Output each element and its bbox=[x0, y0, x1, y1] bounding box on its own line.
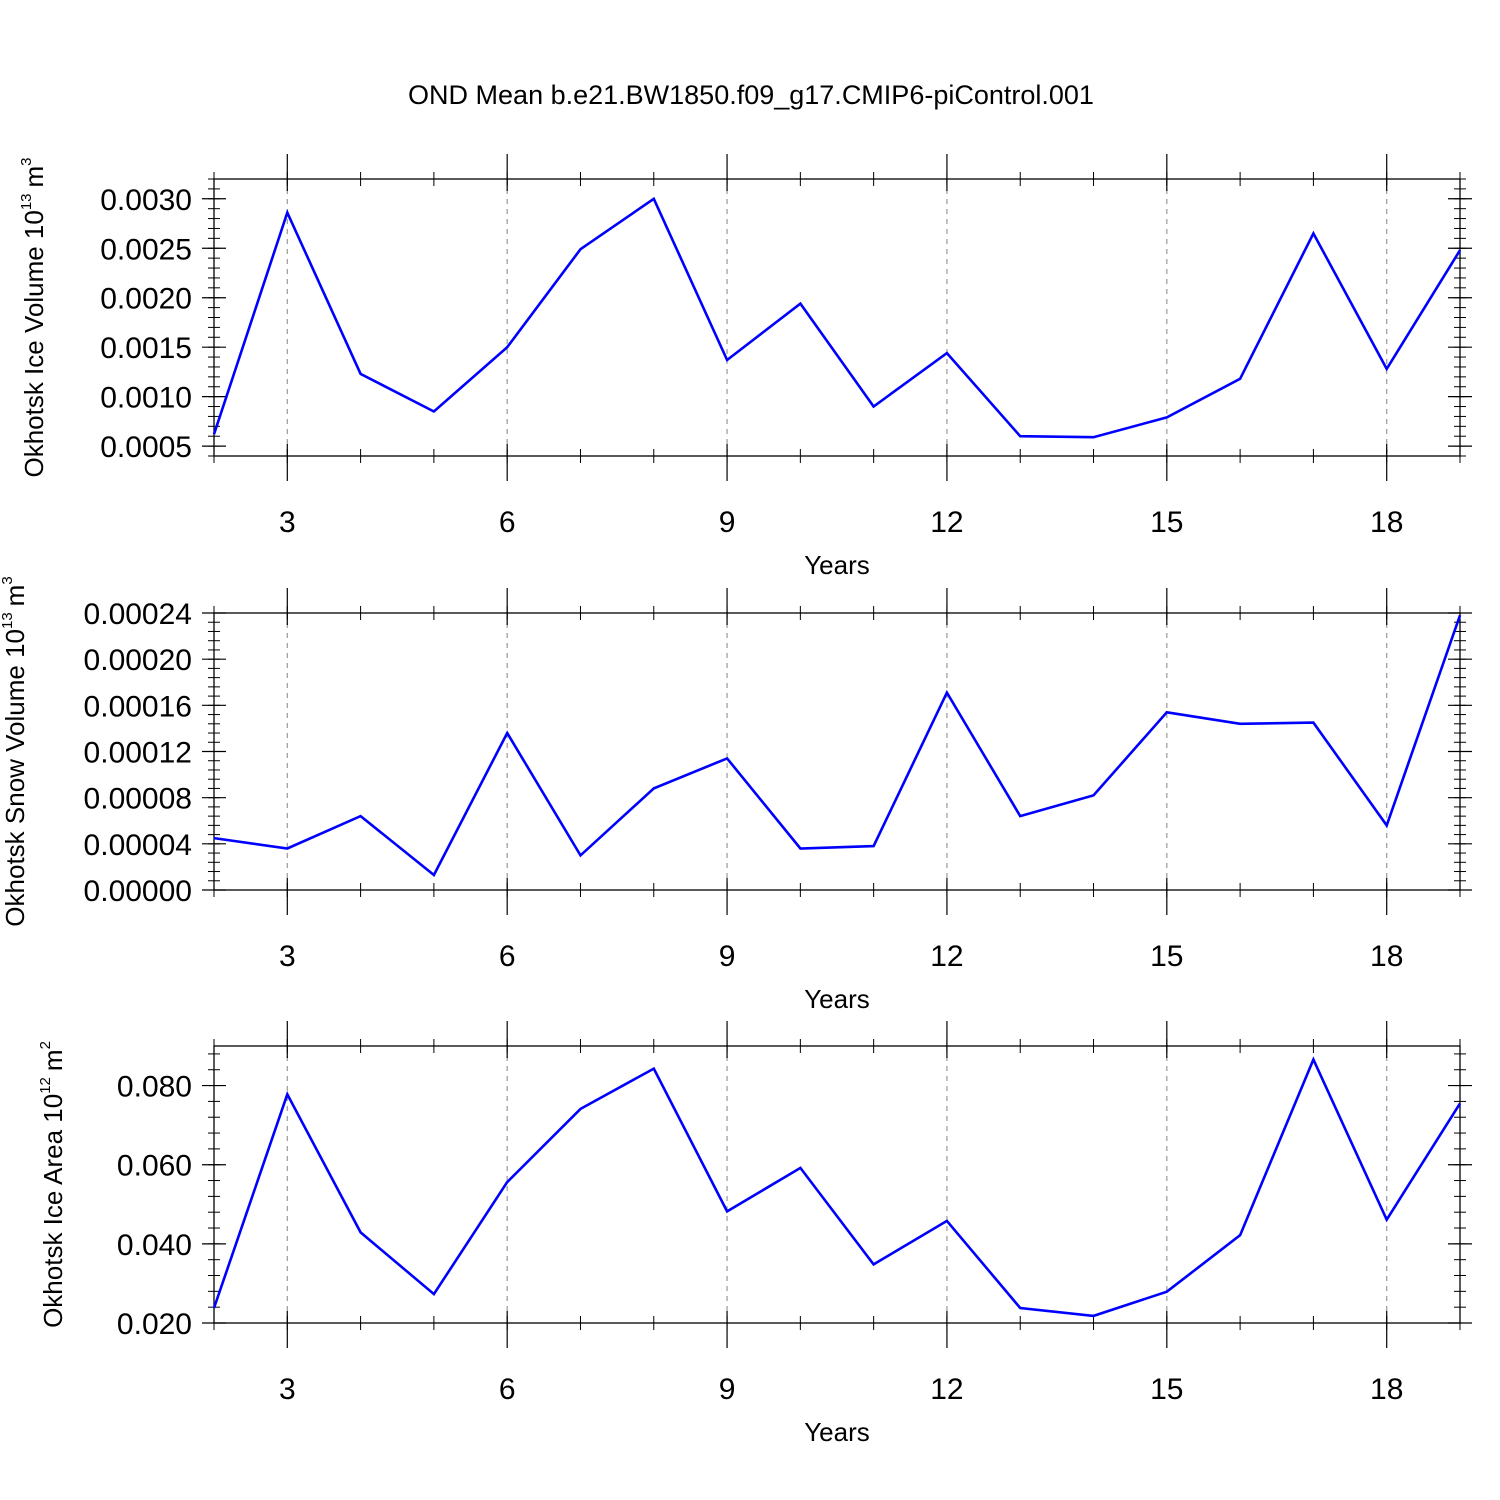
x-tick-label: 3 bbox=[279, 940, 296, 973]
x-axis-label: Years bbox=[804, 550, 870, 580]
x-tick-label: 9 bbox=[719, 940, 736, 973]
y-axis-label-exponent: 13 bbox=[0, 612, 16, 629]
y-tick-label: 0.00020 bbox=[84, 644, 192, 677]
x-tick-label: 12 bbox=[930, 1373, 963, 1406]
y-tick-label: 0.0005 bbox=[100, 431, 192, 464]
y-axis-label-exponent: 13 bbox=[18, 193, 35, 210]
y-tick-label: 0.00004 bbox=[84, 829, 192, 862]
y-axis-label-unit: m bbox=[19, 166, 49, 188]
y-axis-label-text: Okhotsk Ice Volume 10 bbox=[19, 210, 49, 477]
y-axis-label-exponent: 12 bbox=[37, 1077, 54, 1094]
y-tick-label: 0.080 bbox=[117, 1071, 192, 1104]
x-tick-label: 3 bbox=[279, 1373, 296, 1406]
y-axis-label-unit-exponent: 2 bbox=[37, 1041, 54, 1049]
x-axis-label: Years bbox=[804, 984, 870, 1014]
x-tick-label: 6 bbox=[499, 940, 516, 973]
x-tick-label: 12 bbox=[930, 506, 963, 539]
x-tick-label: 12 bbox=[930, 940, 963, 973]
x-tick-label: 6 bbox=[499, 1373, 516, 1406]
x-tick-label: 18 bbox=[1370, 506, 1403, 539]
chart-panel-3: 0.020 0.040 0.060 0.080 3 6 9 12 15 18 Years Okhots… bbox=[37, 1021, 1472, 1447]
y-axis-label-text: Okhotsk Ice Area 10 bbox=[38, 1094, 68, 1328]
x-tick-label: 9 bbox=[719, 506, 736, 539]
y-axis-label-unit-exponent: 3 bbox=[18, 157, 35, 165]
y-axis-label-unit: m bbox=[38, 1049, 68, 1071]
x-tick-label: 3 bbox=[279, 506, 296, 539]
y-tick-label: 0.00000 bbox=[84, 875, 192, 908]
y-tick-label: 0.060 bbox=[117, 1150, 192, 1183]
y-tick-label: 0.00024 bbox=[84, 598, 192, 631]
y-tick-label: 0.0010 bbox=[100, 382, 192, 415]
plot-frame bbox=[213, 178, 1461, 457]
y-axis-label-unit: m bbox=[0, 585, 30, 607]
chart-panel-2: 0.00000 0.00004 0.00008 0.00012 0.00016 0.000… bbox=[0, 576, 1472, 1014]
y-axis-label: Okhotsk Ice Area 1012 m2 bbox=[37, 1041, 68, 1328]
x-tick-label: 15 bbox=[1150, 940, 1183, 973]
plot-frame bbox=[213, 612, 1461, 891]
plot-frame bbox=[213, 1045, 1461, 1324]
y-tick-label: 0.0025 bbox=[100, 233, 192, 266]
x-tick-label: 15 bbox=[1150, 1373, 1183, 1406]
y-tick-label: 0.020 bbox=[117, 1308, 192, 1341]
y-axis-label: Okhotsk Ice Volume 1013 m3 bbox=[18, 157, 49, 477]
x-tick-label: 6 bbox=[499, 506, 516, 539]
y-axis-label-unit-exponent: 3 bbox=[0, 576, 16, 584]
x-axis-label: Years bbox=[804, 1417, 870, 1447]
y-tick-label: 0.00012 bbox=[84, 737, 192, 770]
data-series-line bbox=[213, 614, 1462, 878]
chart-panel-1: 0.0005 0.0010 0.0015 0.0020 0.0025 0.0030 3 6 9 1… bbox=[18, 154, 1472, 580]
chart-panels: 0.0005 0.0010 0.0015 0.0020 0.0025 0.0030 3 6 9 1… bbox=[0, 154, 1472, 1447]
x-tick-label: 15 bbox=[1150, 506, 1183, 539]
x-tick-label: 9 bbox=[719, 1373, 736, 1406]
data-series-line bbox=[212, 1056, 1462, 1318]
y-tick-label: 0.0030 bbox=[100, 184, 192, 217]
y-tick-label: 0.00016 bbox=[84, 690, 192, 723]
figure-title: OND Mean b.e21.BW1850.f09_g17.CMIP6-piCo… bbox=[408, 80, 1094, 110]
y-tick-label: 0.00008 bbox=[84, 783, 192, 816]
y-axis-label-text: Okhotsk Snow Volume 10 bbox=[0, 629, 30, 927]
y-tick-label: 0.0015 bbox=[100, 332, 192, 365]
x-tick-label: 18 bbox=[1370, 940, 1403, 973]
y-axis-label: Okhotsk Snow Volume 1013 m3 bbox=[0, 576, 30, 926]
x-tick-label: 18 bbox=[1370, 1373, 1403, 1406]
data-series-line bbox=[212, 196, 1462, 439]
y-tick-label: 0.040 bbox=[117, 1229, 192, 1262]
y-tick-label: 0.0020 bbox=[100, 283, 192, 316]
